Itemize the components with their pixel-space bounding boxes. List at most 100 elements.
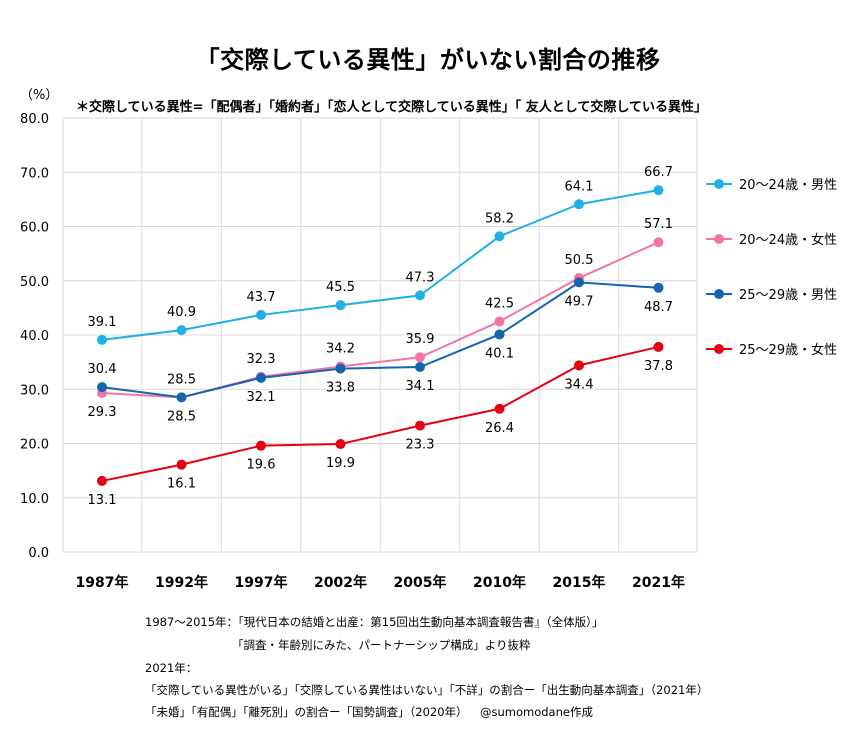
- data-label: 48.7: [644, 300, 673, 315]
- data-point: [97, 334, 107, 345]
- data-point: [494, 316, 505, 327]
- data-point: [653, 282, 664, 293]
- data-label: 32.3: [247, 352, 276, 367]
- data-point: [574, 277, 584, 288]
- data-point: [415, 420, 425, 431]
- data-label: 28.5: [167, 372, 196, 387]
- data-point: [256, 372, 266, 383]
- legend-label: 25〜29歳・男性: [739, 288, 837, 303]
- y-tick-label: 0.0: [28, 546, 49, 561]
- data-label: 50.5: [565, 253, 594, 268]
- source-line-3: 2021年：: [145, 661, 198, 675]
- series-line: [101, 345, 659, 482]
- data-point: [415, 362, 425, 373]
- source-line-5: 「未婚」「有配偶」「離死別」の割合ー「国勢調査」（2020年）: [145, 705, 468, 719]
- source-line-2: 「調査・年齢別にみた、パートナーシップ構成」より抜粋: [232, 638, 531, 652]
- x-tick-label: 2005年: [394, 574, 447, 591]
- data-label: 43.7: [247, 290, 276, 305]
- data-label: 30.4: [88, 362, 117, 377]
- data-label: 40.9: [167, 305, 196, 320]
- chart-title: 「交際している異性」がいない割合の推移: [195, 46, 661, 74]
- x-tick-label: 2002年: [314, 574, 367, 591]
- legend-marker: [714, 179, 724, 189]
- data-point: [335, 363, 346, 374]
- series-line: [101, 281, 659, 399]
- y-tick-label: 70.0: [20, 166, 49, 181]
- data-label: 23.3: [406, 438, 435, 453]
- data-label: 37.8: [644, 359, 673, 374]
- y-tick-label: 60.0: [20, 221, 49, 236]
- x-tick-labels: 1987年 1992年 1997年 2002年 2005年 2010年 2015年 2021年: [76, 574, 685, 591]
- legend-label: 25〜29歳・女性: [739, 342, 837, 358]
- source-line-1: 1987〜2015年：「現代日本の結婚と出産：第15回出生動向基本調査報告書』（…: [145, 615, 604, 629]
- legend: 20〜24歳・男性 20〜24歳・女性 25〜29歳・男性 25〜29歳・女性: [706, 178, 837, 358]
- data-point: [256, 440, 266, 451]
- grid-lines: [62, 117, 698, 553]
- data-label: 13.1: [88, 493, 117, 508]
- x-tick-label: 1992年: [155, 574, 208, 591]
- data-label: 35.9: [406, 332, 435, 347]
- source-line-4: 「交際している異性がいる」「交際している異性はいない」「不詳」の割合ー「出生動向…: [145, 683, 709, 697]
- data-point: [494, 329, 505, 340]
- data-label: 58.2: [485, 211, 514, 226]
- data-point: [256, 309, 266, 320]
- data-label: 26.4: [485, 421, 514, 436]
- data-point: [176, 325, 187, 336]
- x-tick-label: 2021年: [632, 574, 685, 591]
- legend-marker: [714, 234, 724, 244]
- data-label: 40.1: [485, 346, 514, 361]
- legend-marker: [714, 344, 724, 354]
- data-point: [494, 231, 505, 242]
- data-label: 32.1: [247, 390, 276, 405]
- series-lines: [97, 185, 664, 486]
- series-line: [101, 189, 659, 341]
- data-point: [653, 237, 664, 248]
- x-tick-label: 2010年: [473, 574, 526, 591]
- data-label: 39.1: [88, 315, 117, 330]
- data-label: 42.5: [485, 296, 514, 311]
- data-labels: 39.1 40.9 43.7 45.5 47.3 58.2 64.1 66.7 29.3 28.5…: [88, 165, 673, 508]
- x-tick-label: 2015年: [553, 574, 606, 591]
- data-label: 16.1: [167, 477, 196, 492]
- data-point: [574, 360, 584, 371]
- x-tick-label: 1997年: [235, 574, 288, 591]
- data-label: 19.9: [326, 456, 355, 471]
- data-label: 45.5: [326, 280, 355, 295]
- y-axis-unit: （%）: [20, 88, 59, 103]
- data-label: 34.2: [326, 341, 355, 356]
- x-tick-label: 1987年: [76, 574, 129, 591]
- data-point: [97, 475, 107, 486]
- y-tick-label: 80.0: [20, 112, 49, 127]
- data-point: [97, 382, 107, 393]
- data-point: [653, 341, 664, 352]
- legend-marker: [714, 289, 724, 299]
- data-point: [415, 290, 425, 301]
- data-point: [653, 185, 664, 196]
- y-tick-label: 50.0: [20, 275, 49, 290]
- data-point: [415, 352, 425, 363]
- credit: @sumomodane作成: [480, 705, 593, 719]
- data-label: 47.3: [406, 270, 435, 285]
- y-tick-label: 30.0: [20, 383, 49, 398]
- data-label: 33.8: [326, 381, 355, 396]
- y-tick-label: 10.0: [20, 492, 49, 507]
- data-point: [574, 199, 584, 210]
- data-label: 64.1: [565, 179, 594, 194]
- data-label: 29.3: [88, 405, 117, 420]
- data-point: [494, 403, 505, 414]
- data-label: 66.7: [644, 165, 673, 180]
- data-point: [335, 300, 346, 311]
- data-point: [176, 392, 187, 403]
- definition-note: ＊交際している異性=「配偶者」「婚約者」「恋人として交際している異性」「 友人と…: [76, 100, 707, 115]
- data-label: 34.1: [406, 379, 435, 394]
- y-tick-labels: 0.0 10.0 20.0 30.0 40.0 50.0 60.0 70.0 80.0: [20, 112, 49, 561]
- data-label: 28.5: [167, 409, 196, 424]
- data-point: [335, 439, 346, 450]
- data-point: [176, 459, 187, 470]
- legend-label: 20〜24歳・男性: [739, 178, 837, 193]
- data-label: 57.1: [644, 217, 673, 232]
- data-label: 49.7: [565, 294, 594, 309]
- y-tick-label: 40.0: [20, 329, 49, 344]
- data-label: 34.4: [565, 377, 594, 392]
